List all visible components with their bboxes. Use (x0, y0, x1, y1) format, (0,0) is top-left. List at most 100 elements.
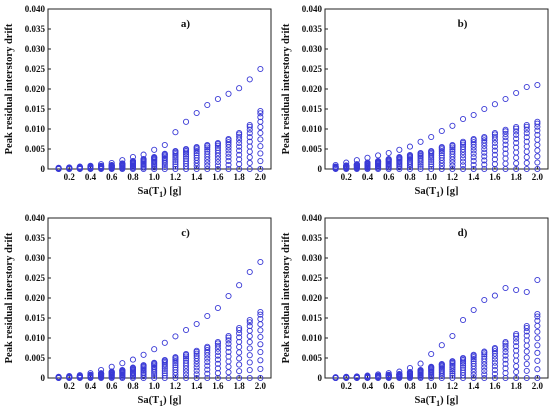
data-point (491, 143, 498, 150)
x-tick-label: 0.2 (64, 172, 76, 182)
data-point (449, 368, 456, 375)
data-point (236, 133, 243, 140)
y-tick-label: 0.025 (25, 273, 46, 283)
data-point (204, 162, 211, 169)
data-point (204, 374, 211, 382)
data-point (193, 150, 200, 157)
data-point (108, 165, 115, 173)
data-point (257, 114, 264, 121)
data-point (523, 148, 530, 155)
panel-a: 0.2 0.4 0.6 0.8 1.0 1.2 1.4 1.6 1.8 2.0 0 0.005 0.01… (4, 4, 272, 199)
data-point (513, 154, 520, 161)
data-point (513, 131, 520, 138)
data-point (182, 371, 190, 378)
data-point (214, 356, 221, 363)
data-point (534, 165, 541, 173)
data-point (129, 374, 137, 382)
data-point (151, 164, 158, 171)
data-point (246, 338, 253, 346)
y-tick-label: 0.020 (302, 84, 323, 94)
panel-label: b) (458, 18, 468, 30)
data-point (108, 374, 115, 382)
data-point (193, 109, 200, 117)
data-point (172, 359, 179, 367)
scatter-points (55, 65, 264, 173)
data-point (214, 149, 221, 156)
data-point (225, 161, 232, 168)
data-point (481, 358, 488, 365)
data-point (481, 296, 488, 304)
data-point (534, 342, 541, 349)
data-point (246, 268, 253, 276)
data-point (204, 159, 211, 166)
data-point (182, 153, 190, 160)
data-point (385, 165, 392, 173)
data-point (502, 141, 509, 148)
data-point (534, 310, 541, 318)
panel-label: d) (458, 227, 468, 239)
data-point (236, 156, 243, 163)
y-tick-label: 0.030 (25, 253, 46, 263)
x-tick-label: 1.2 (447, 172, 459, 182)
data-point (236, 326, 243, 334)
data-point (246, 374, 253, 382)
data-point (204, 165, 211, 173)
data-point (172, 158, 179, 165)
data-point (491, 353, 498, 360)
data-point (459, 165, 467, 173)
data-point (502, 345, 509, 352)
data-point (523, 348, 530, 355)
data-point (172, 356, 179, 363)
data-point (193, 165, 200, 173)
data-point (523, 367, 530, 374)
x-tick-label: 1.6 (489, 172, 501, 182)
data-point (246, 126, 253, 133)
data-point (534, 159, 541, 166)
x-tick-label: 1.8 (234, 381, 246, 391)
data-point (129, 165, 137, 173)
x-tick-label: 1.4 (468, 381, 480, 391)
data-point (491, 156, 498, 163)
data-point (513, 139, 520, 146)
data-point (449, 162, 456, 169)
data-point (470, 356, 477, 363)
x-tick-label: 1.8 (234, 172, 246, 182)
data-point (502, 352, 509, 359)
data-point (246, 123, 253, 130)
x-axis-label: Sa(T1) [g] (138, 186, 182, 199)
data-point (214, 348, 221, 356)
data-point (417, 138, 424, 145)
data-point (481, 165, 488, 173)
y-tick-label: 0.020 (25, 84, 46, 94)
data-point (417, 157, 424, 164)
data-point (534, 374, 541, 382)
data-point (246, 352, 253, 359)
y-tick-label: 0.040 (25, 213, 46, 223)
y-tick-label: 0.005 (302, 353, 323, 363)
data-point (438, 371, 445, 378)
data-point (491, 139, 498, 147)
data-point (172, 362, 179, 369)
data-point (523, 134, 530, 141)
data-point (172, 165, 179, 173)
y-tick-label: 0.010 (302, 333, 323, 343)
data-point (534, 349, 541, 356)
x-tick-label: 1.2 (447, 381, 459, 391)
data-point (236, 282, 243, 289)
data-point (225, 374, 232, 382)
data-point (246, 366, 253, 374)
scatter-points (332, 81, 541, 173)
x-tick-label: 1.0 (149, 381, 161, 391)
data-point (193, 361, 200, 368)
data-point (172, 163, 179, 170)
data-point (491, 165, 498, 173)
x-tick-label: 1.2 (170, 172, 182, 182)
x-tick-label: 0.8 (404, 381, 416, 391)
data-point (182, 362, 190, 369)
data-point (481, 146, 488, 153)
data-point (523, 360, 530, 368)
data-point (193, 355, 200, 362)
y-tick-label: 0.010 (25, 124, 46, 134)
data-point (513, 135, 520, 142)
data-point (182, 353, 190, 360)
